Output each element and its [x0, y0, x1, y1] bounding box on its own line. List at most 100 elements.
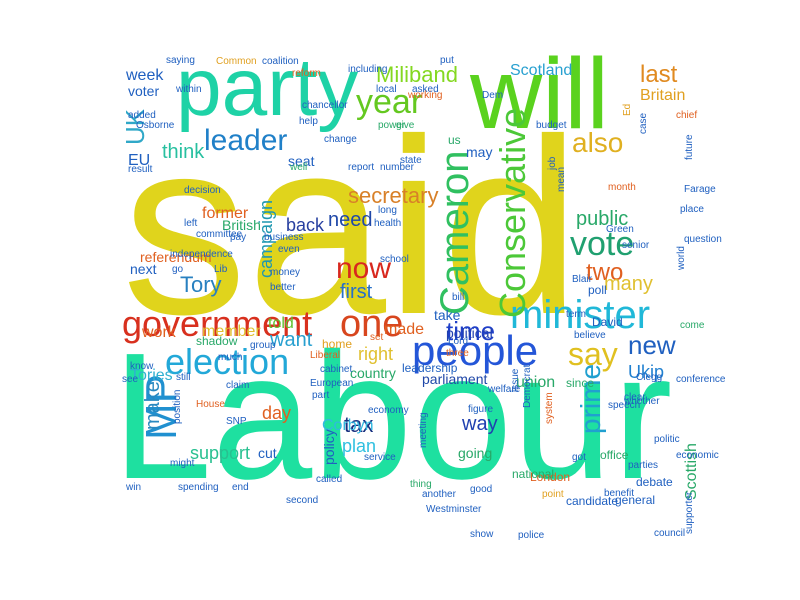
cloud-word: result — [128, 164, 153, 175]
cloud-word: cabinet — [320, 364, 352, 375]
cloud-word: Westminster — [426, 504, 482, 515]
cloud-word: spending — [178, 482, 219, 493]
cloud-word: Conservative — [492, 108, 533, 318]
cloud-word: may — [466, 144, 492, 160]
cloud-word: supporter — [684, 491, 695, 534]
cloud-word: say — [568, 336, 618, 372]
cloud-word: seat — [288, 153, 315, 169]
cloud-word: Blair — [572, 274, 593, 285]
cloud-word: work — [141, 324, 177, 341]
cloud-word: government — [122, 303, 312, 344]
cloud-word: job — [547, 156, 558, 171]
cloud-word: year — [356, 83, 422, 121]
cloud-word: Green — [606, 224, 634, 235]
cloud-word: point — [542, 489, 564, 500]
cloud-word: MP — [137, 374, 186, 440]
cloud-word: parties — [628, 460, 658, 471]
cloud-word: position — [172, 390, 183, 424]
cloud-word: secretary — [348, 183, 438, 208]
cloud-word: want — [269, 329, 313, 351]
cloud-word: whether — [623, 396, 660, 407]
cloud-word: even — [278, 244, 300, 255]
cloud-word: meeting — [418, 412, 429, 448]
cloud-word: union — [516, 374, 555, 391]
cloud-word: last — [640, 61, 678, 88]
cloud-word: welfare — [487, 384, 521, 395]
cloud-word: school — [380, 254, 409, 265]
cloud-word: party — [176, 42, 358, 133]
cloud-word: power — [378, 120, 406, 131]
cloud-word: London — [530, 470, 570, 484]
cloud-word: Lord — [448, 336, 468, 347]
cloud-word: plan — [342, 436, 376, 456]
cloud-word: Tories — [130, 367, 173, 384]
cloud-word: clear — [624, 392, 646, 403]
cloud-word: saying — [166, 55, 195, 66]
cloud-word: council — [654, 528, 685, 539]
cloud-word: put — [440, 55, 454, 66]
cloud-word: House — [196, 399, 225, 410]
cloud-word: called — [316, 474, 342, 485]
cloud-word: campaign — [256, 200, 276, 278]
cloud-word: tax — [344, 412, 373, 437]
cloud-word: make — [142, 381, 164, 430]
cloud-word: claim — [226, 380, 249, 391]
cloud-word: public — [576, 208, 628, 230]
cloud-word: political — [446, 325, 493, 341]
cloud-word: believe — [574, 330, 606, 341]
cloud-word: number — [380, 162, 415, 173]
cloud-word: see — [122, 374, 139, 385]
cloud-word: including — [348, 64, 387, 75]
cloud-word: question — [684, 234, 722, 245]
cloud-word: Miliband — [376, 62, 458, 87]
cloud-word: well — [289, 162, 307, 173]
cloud-word: way — [461, 413, 498, 435]
cloud-word: Dem — [482, 90, 503, 101]
cloud-word: reform — [292, 68, 321, 79]
cloud-word: chief — [676, 110, 697, 121]
cloud-word: Scottish — [683, 443, 700, 500]
cloud-word: policy — [321, 429, 337, 465]
cloud-word: first — [340, 281, 373, 303]
cloud-word: EU — [128, 152, 150, 169]
cloud-word: bill — [452, 292, 464, 303]
cloud-word: general — [615, 493, 655, 507]
cloud-word: new — [628, 330, 676, 360]
cloud-word: business — [264, 232, 303, 243]
cloud-word: Ed — [622, 104, 633, 116]
cloud-word: two — [586, 259, 623, 286]
cloud-word: Osborne — [136, 120, 175, 131]
cloud-word: Liberal — [310, 350, 340, 361]
cloud-word: need — [328, 209, 373, 231]
cloud-word: thing — [410, 479, 432, 490]
cloud-word: country — [350, 365, 396, 381]
cloud-word: mean — [556, 167, 567, 192]
cloud-word: know — [130, 361, 154, 372]
cloud-word: voter — [128, 83, 159, 99]
cloud-word: end — [232, 482, 249, 493]
cloud-word: committee — [196, 229, 243, 240]
cloud-word: might — [170, 458, 195, 469]
cloud-word: state — [400, 155, 422, 166]
cloud-word: debate — [636, 475, 673, 489]
cloud-word: next — [130, 261, 157, 277]
cloud-word: independence — [170, 249, 233, 260]
cloud-word: people — [412, 327, 538, 374]
cloud-word: poll — [588, 283, 607, 297]
cloud-word: Common — [216, 56, 257, 67]
cloud-word: leadership — [402, 361, 458, 375]
cloud-word: change — [324, 134, 357, 145]
cloud-word: since — [566, 376, 594, 390]
cloud-word: second — [286, 495, 318, 506]
cloud-word: term — [566, 309, 586, 320]
cloud-word: made — [384, 321, 424, 338]
cloud-word: going — [458, 445, 492, 461]
cloud-word: help — [299, 116, 318, 127]
cloud-word: UK — [120, 108, 150, 145]
cloud-word: health — [374, 218, 401, 229]
cloud-word: senior — [622, 240, 650, 251]
cloud-word: good — [470, 484, 492, 495]
cloud-word: Ukip — [628, 362, 664, 382]
